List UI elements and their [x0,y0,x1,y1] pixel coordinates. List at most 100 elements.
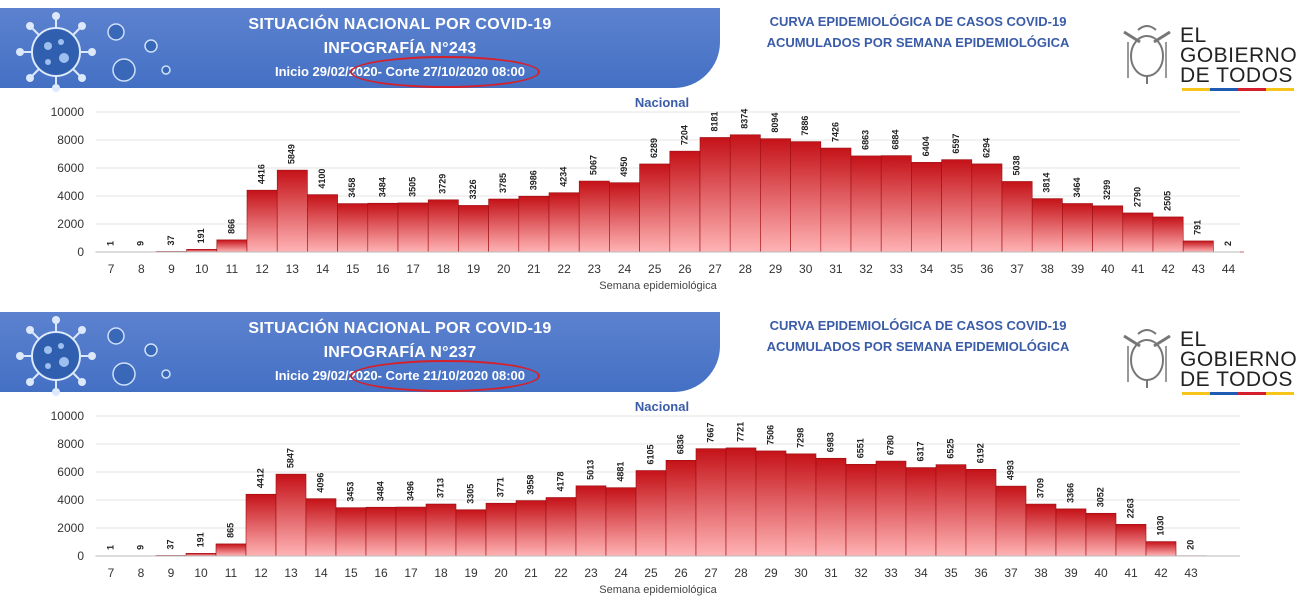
data-label: 9 [135,545,145,550]
epidemic-curve-chart-243: 0200040006000800010000179837919110866114… [0,0,1302,298]
bar [398,203,428,252]
x-tick-label: 38 [1041,262,1055,276]
x-tick-label: 10 [195,262,209,276]
x-tick-label: 37 [1010,262,1024,276]
bar [1153,217,1183,252]
data-label: 3496 [405,481,415,501]
y-tick-label: 4000 [57,189,84,203]
data-label: 7426 [830,122,840,142]
x-tick-label: 17 [406,262,420,276]
x-tick-label: 14 [316,262,330,276]
data-label: 3484 [375,481,385,501]
data-label: 4096 [315,473,325,493]
data-label: 1 [105,241,115,246]
x-tick-label: 35 [950,262,964,276]
data-label: 7721 [735,422,745,442]
bar [936,465,966,556]
y-tick-label: 8000 [57,437,84,451]
bar [396,507,426,556]
data-label: 8374 [740,109,750,129]
x-tick-label: 15 [346,262,360,276]
data-label: 865 [225,523,235,538]
data-label: 6551 [855,438,865,458]
x-tick-label: 37 [1004,566,1018,580]
bar [246,494,276,556]
data-label: 3713 [435,478,445,498]
x-tick-label: 40 [1094,566,1108,580]
bar [338,204,368,252]
bar [730,135,760,252]
x-tick-label: 21 [527,262,541,276]
data-label: 6597 [951,134,961,154]
x-tick-label: 44 [1222,262,1236,276]
bar [846,464,876,556]
bar [876,461,906,556]
bar [486,503,516,556]
y-tick-label: 10000 [51,409,85,423]
bar [1086,513,1116,556]
x-tick-label: 13 [286,262,300,276]
data-label: 3814 [1042,173,1052,193]
bar [821,148,851,252]
data-label: 3986 [528,170,538,190]
x-tick-label: 19 [467,262,481,276]
bar [851,156,881,252]
bar [700,137,730,252]
bar [816,458,846,556]
data-label: 3785 [498,173,508,193]
x-tick-label: 35 [944,566,958,580]
bar [516,501,546,556]
x-tick-label: 36 [980,262,994,276]
x-tick-label: 31 [829,262,843,276]
bar [368,203,398,252]
x-axis-label: Semana epidemiológica [599,584,717,596]
x-tick-label: 25 [644,566,658,580]
bar [972,164,1002,252]
x-tick-label: 20 [497,262,511,276]
x-tick-label: 30 [799,262,813,276]
bar [489,199,519,252]
data-label: 6884 [891,130,901,150]
x-tick-label: 8 [138,566,145,580]
bar [458,205,488,252]
y-tick-label: 2000 [57,217,84,231]
bar [546,498,576,556]
bar [519,196,549,252]
x-tick-label: 26 [678,262,692,276]
bar [1026,504,1056,556]
x-tick-label: 33 [890,262,904,276]
bar [1056,509,1086,556]
data-label: 2263 [1125,498,1135,518]
data-label: 3326 [468,179,478,199]
bar [276,474,306,556]
bar [609,183,639,252]
x-tick-label: 38 [1034,566,1048,580]
bar [696,449,726,556]
x-tick-label: 8 [138,262,145,276]
x-tick-label: 32 [859,262,873,276]
data-label: 3052 [1095,487,1105,507]
bar [636,471,666,556]
x-tick-label: 41 [1124,566,1138,580]
data-label: 4100 [317,169,327,189]
data-label: 20 [1185,540,1195,550]
x-tick-label: 21 [524,566,538,580]
x-tick-label: 18 [434,566,448,580]
epidemic-curve-chart-237: 0200040006000800010000179837919110865114… [0,304,1302,602]
chart-title: Nacional [635,399,689,414]
x-tick-label: 12 [254,566,268,580]
x-tick-label: 33 [884,566,898,580]
data-label: 6836 [675,434,685,454]
data-label: 191 [195,532,205,547]
x-tick-label: 9 [168,566,175,580]
data-label: 6289 [649,138,659,158]
data-label: 4178 [555,471,565,491]
data-label: 37 [165,539,175,549]
x-tick-label: 28 [734,566,748,580]
bar [549,193,579,252]
x-tick-label: 30 [794,566,808,580]
y-tick-label: 6000 [57,161,84,175]
data-label: 3729 [438,174,448,194]
bar [726,448,756,556]
bar [1002,181,1032,252]
